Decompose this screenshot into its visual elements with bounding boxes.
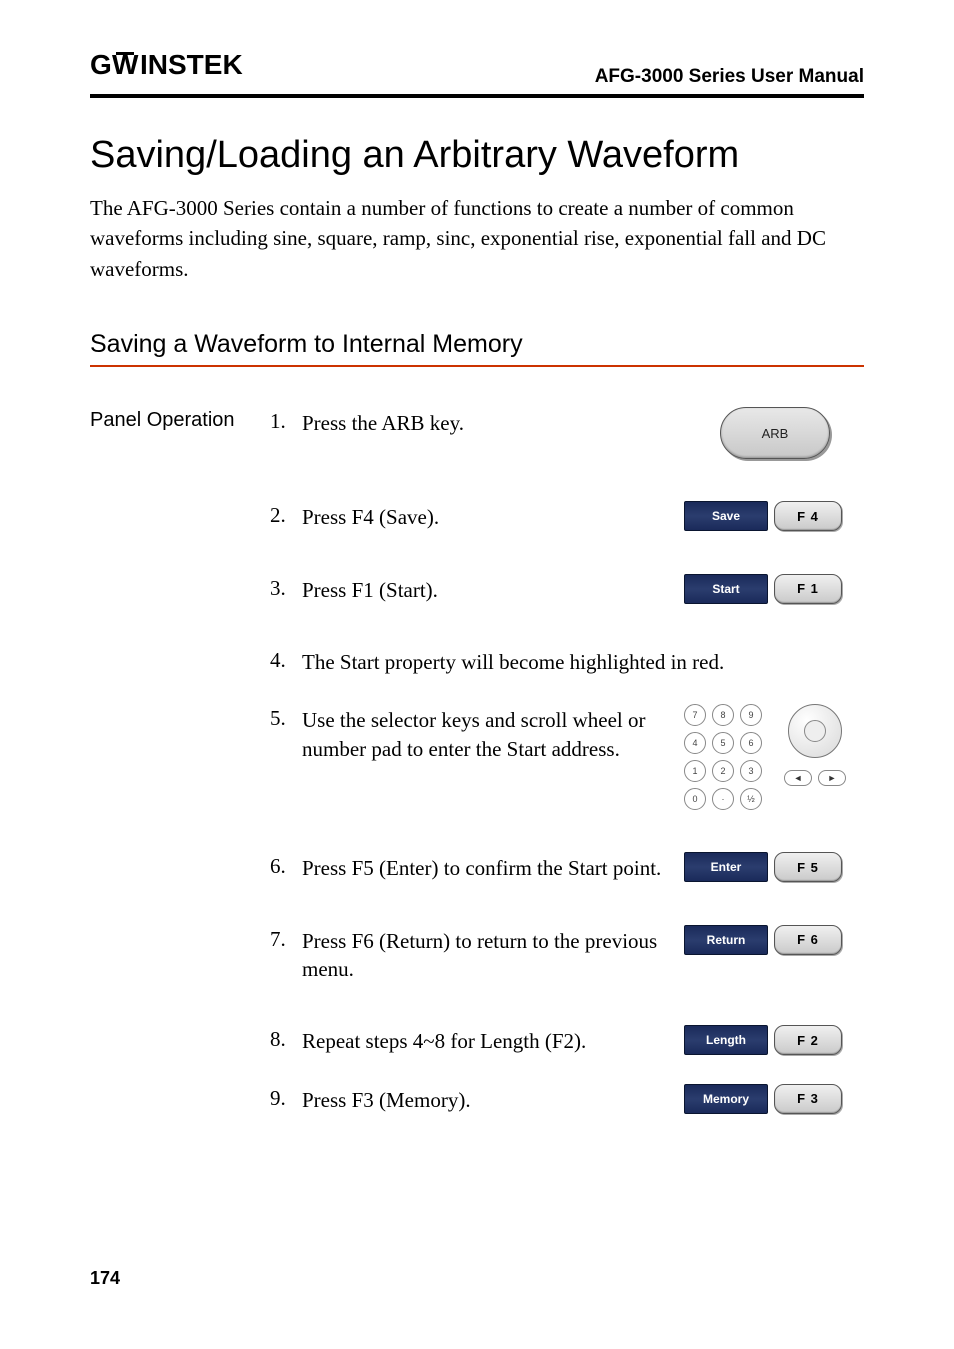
step-number: 5. (270, 704, 302, 810)
header-manual-title: AFG-3000 Series User Manual (595, 66, 864, 88)
function-key[interactable]: F 5 (774, 852, 842, 882)
keypad-key[interactable]: 8 (712, 704, 734, 726)
softkey-label: Enter (684, 852, 768, 882)
keypad-key[interactable]: 9 (740, 704, 762, 726)
keypad-key[interactable]: 2 (712, 760, 734, 782)
step-number: 7. (270, 925, 302, 984)
step-number: 3. (270, 574, 302, 604)
softkey-label: Return (684, 925, 768, 955)
step-number: 6. (270, 852, 302, 882)
keypad-key[interactable]: 5 (712, 732, 734, 754)
svg-text:INSTEK: INSTEK (140, 50, 243, 80)
keypad-key[interactable]: 3 (740, 760, 762, 782)
header-divider (90, 94, 864, 98)
intro-paragraph: The AFG-3000 Series contain a number of … (90, 193, 864, 284)
arb-key-button[interactable]: ARB (720, 407, 830, 459)
number-keypad[interactable]: 7 8 9 4 5 6 1 2 3 0 · ½ (684, 704, 762, 810)
step-text: Use the selector keys and scroll wheel o… (302, 704, 684, 810)
step-text: Repeat steps 4~8 for Length (F2). (302, 1025, 684, 1055)
keypad-key[interactable]: 4 (684, 732, 706, 754)
function-key[interactable]: F 1 (774, 574, 842, 604)
step-text: The Start property will become highlight… (302, 646, 864, 676)
keypad-key[interactable]: 6 (740, 732, 762, 754)
scroll-wheel[interactable] (788, 704, 842, 758)
step-text: Press F6 (Return) to return to the previ… (302, 925, 684, 984)
red-divider (90, 365, 864, 367)
function-key[interactable]: F 2 (774, 1025, 842, 1055)
keypad-key[interactable]: 1 (684, 760, 706, 782)
left-arrow-key[interactable]: ◄ (784, 770, 812, 786)
keypad-key[interactable]: 7 (684, 704, 706, 726)
right-arrow-key[interactable]: ► (818, 770, 846, 786)
step-text: Press the ARB key. (302, 407, 684, 459)
softkey-label: Memory (684, 1084, 768, 1114)
arb-key-label: ARB (762, 426, 789, 441)
step-text: Press F5 (Enter) to confirm the Start po… (302, 852, 684, 882)
step-text: Press F1 (Start). (302, 574, 684, 604)
section-subtitle: Saving a Waveform to Internal Memory (90, 330, 864, 359)
step-number: 9. (270, 1084, 302, 1114)
keypad-key[interactable]: · (712, 788, 734, 810)
keypad-key[interactable]: 0 (684, 788, 706, 810)
softkey-label: Start (684, 574, 768, 604)
softkey-label: Save (684, 501, 768, 531)
brand-logo: G W INSTEK (90, 50, 260, 88)
page-number: 174 (90, 1268, 120, 1289)
function-key[interactable]: F 6 (774, 925, 842, 955)
step-number: 1. (270, 407, 302, 459)
svg-text:G: G (90, 50, 111, 80)
step-text: Press F4 (Save). (302, 501, 684, 531)
function-key[interactable]: F 3 (774, 1084, 842, 1114)
softkey-label: Length (684, 1025, 768, 1055)
page-title: Saving/Loading an Arbitrary Waveform (90, 134, 864, 177)
left-column-label: Panel Operation (90, 407, 270, 459)
function-key[interactable]: F 4 (774, 501, 842, 531)
keypad-key[interactable]: ½ (740, 788, 762, 810)
step-number: 2. (270, 501, 302, 531)
step-number: 8. (270, 1025, 302, 1055)
step-number: 4. (270, 646, 302, 676)
step-text: Press F3 (Memory). (302, 1084, 684, 1114)
